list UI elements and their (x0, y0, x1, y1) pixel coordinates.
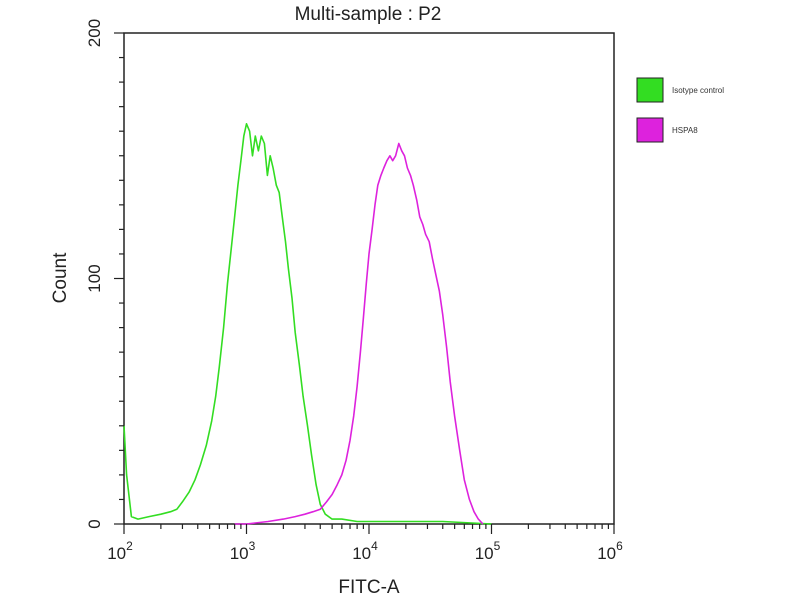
y-axis-label: Count (50, 252, 71, 303)
legend-label-1: HSPA8 (672, 126, 698, 135)
x-axis: 102 103 104 105 106 (107, 524, 623, 563)
y-tick-label: 100 (85, 264, 104, 292)
x-tick-label: 104 (352, 539, 378, 563)
x-tick-label: 103 (230, 539, 256, 563)
legend-swatch-0 (636, 77, 664, 103)
chart-title: Multi-sample : P2 (295, 4, 442, 25)
legend: Isotype control HSPA8 (636, 77, 724, 143)
legend-label-0: Isotype control (672, 86, 724, 95)
x-tick-label: 105 (475, 539, 501, 563)
y-tick-label: 0 (85, 519, 104, 528)
x-tick-label: 106 (597, 539, 623, 563)
series-group (123, 123, 492, 525)
y-axis: 0 100 200 (85, 19, 124, 529)
y-tick-label: 200 (85, 19, 104, 47)
x-axis-label: FITC-A (338, 577, 400, 598)
x-tick-label: 102 (107, 539, 133, 563)
plot-frame (123, 32, 615, 525)
series-line-1 (234, 142, 484, 525)
series-line-0 (123, 123, 492, 525)
legend-swatch-1 (636, 117, 664, 143)
